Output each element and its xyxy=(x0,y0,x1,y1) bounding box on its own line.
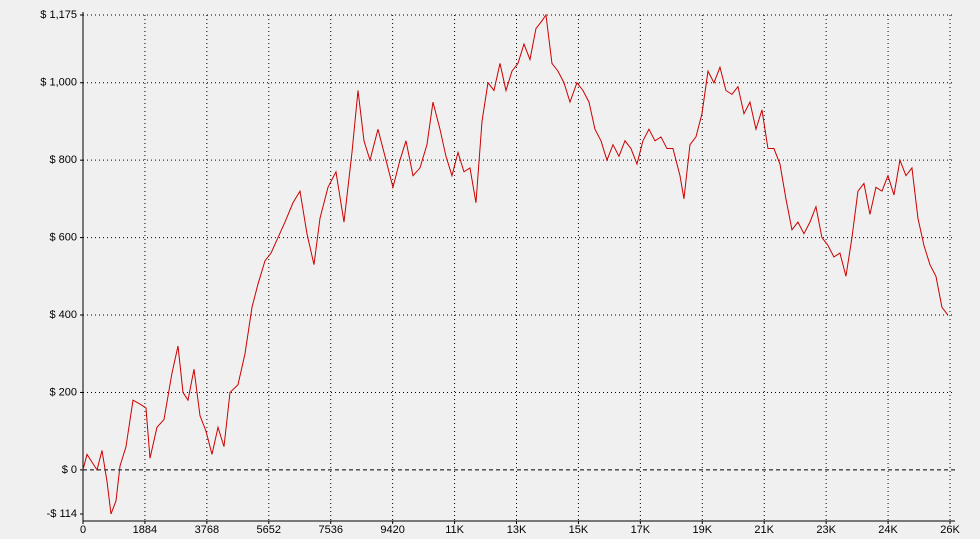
x-tick-label: 0 xyxy=(80,524,86,536)
data-line xyxy=(82,13,949,515)
y-tick-label: $ 800 xyxy=(49,154,77,166)
x-tick-label: 15K xyxy=(569,524,589,536)
x-tick-label: 26K xyxy=(940,524,960,536)
x-tick-label: 13K xyxy=(507,524,527,536)
x-tick-label: 23K xyxy=(816,524,836,536)
x-tick-label: 21K xyxy=(754,524,774,536)
x-tick-label: 24K xyxy=(878,524,898,536)
x-tick-label: 19K xyxy=(692,524,712,536)
x-tick-label: 5652 xyxy=(257,524,281,536)
x-tick-label: 11K xyxy=(445,524,464,536)
y-tick-label: $ 200 xyxy=(49,386,77,398)
x-tick-label: 3768 xyxy=(195,524,219,536)
x-tick-label: 7536 xyxy=(318,524,342,536)
y-tick-label: $ 1,175 xyxy=(40,9,77,21)
y-tick-label: $ 0 xyxy=(62,464,77,476)
y-tick-label: $ 1,000 xyxy=(40,77,77,89)
y-tick-label: $ 400 xyxy=(49,309,77,321)
x-tick-label: 1884 xyxy=(133,524,157,536)
x-tick-label: 9420 xyxy=(380,524,404,536)
y-tick-label: -$ 114 xyxy=(47,508,77,520)
x-tick-label: 17K xyxy=(631,524,651,536)
y-tick-label: $ 600 xyxy=(49,232,77,244)
